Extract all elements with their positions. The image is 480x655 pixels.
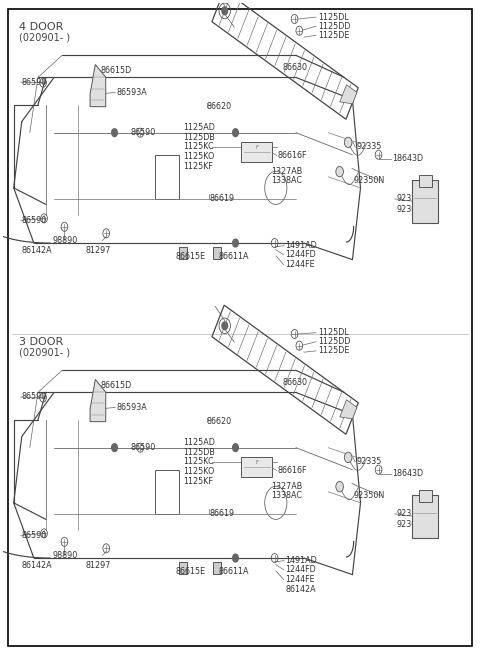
Text: F: F	[255, 460, 258, 465]
Text: 86142A: 86142A	[22, 246, 52, 255]
Text: 1244FE: 1244FE	[285, 260, 315, 269]
Text: 86593A: 86593A	[117, 88, 147, 97]
Text: F: F	[255, 145, 258, 150]
Bar	[155, 155, 179, 199]
Text: 92360A: 92360A	[396, 520, 427, 529]
Circle shape	[222, 7, 228, 14]
Text: 86142A: 86142A	[22, 561, 52, 571]
Circle shape	[233, 554, 239, 562]
Text: 86616F: 86616F	[278, 151, 308, 160]
Text: 1327AB: 1327AB	[271, 167, 302, 176]
Circle shape	[336, 166, 343, 177]
Circle shape	[112, 129, 117, 136]
Text: 86630: 86630	[283, 378, 308, 387]
Text: 86590: 86590	[22, 216, 47, 225]
Text: 98890: 98890	[53, 551, 78, 560]
Text: 1125KO: 1125KO	[183, 467, 215, 476]
Bar	[213, 247, 221, 259]
Text: 1491AD: 1491AD	[285, 556, 317, 565]
Text: 1125KF: 1125KF	[183, 477, 213, 486]
Text: 86619: 86619	[209, 195, 234, 204]
Text: 86593A: 86593A	[117, 403, 147, 412]
Text: (020901- ): (020901- )	[19, 347, 71, 357]
Circle shape	[344, 137, 352, 147]
Text: 86611A: 86611A	[219, 567, 249, 576]
Text: 18643D: 18643D	[392, 469, 423, 478]
Text: 1327AB: 1327AB	[271, 482, 302, 491]
Text: 92335: 92335	[356, 457, 382, 466]
Circle shape	[336, 481, 343, 492]
Bar	[179, 562, 187, 574]
Text: 86616F: 86616F	[278, 466, 308, 475]
Bar	[179, 247, 187, 259]
Bar	[241, 142, 272, 162]
Circle shape	[344, 452, 352, 462]
Text: 86615E: 86615E	[176, 252, 206, 261]
Text: 1125DL: 1125DL	[318, 12, 349, 22]
Text: 86590: 86590	[131, 128, 156, 137]
Text: (020901- ): (020901- )	[19, 32, 71, 42]
Text: 18643D: 18643D	[392, 154, 423, 163]
Text: 92335: 92335	[356, 142, 382, 151]
Text: 3 DOOR: 3 DOOR	[19, 337, 64, 347]
Text: 1125DB: 1125DB	[183, 448, 215, 457]
Bar	[412, 180, 438, 223]
Text: 1125AD: 1125AD	[183, 438, 215, 447]
Text: 86590: 86590	[22, 531, 47, 540]
Polygon shape	[90, 64, 106, 107]
Circle shape	[233, 239, 239, 247]
Text: 1125KF: 1125KF	[183, 162, 213, 171]
Text: 1338AC: 1338AC	[271, 176, 302, 185]
Text: 81297: 81297	[86, 246, 111, 255]
Text: 1491AD: 1491AD	[285, 241, 317, 250]
Text: 86590: 86590	[22, 77, 47, 86]
Circle shape	[233, 443, 239, 451]
Text: 1125KC: 1125KC	[183, 142, 214, 151]
Text: 1125KC: 1125KC	[183, 457, 214, 466]
Text: 1244FD: 1244FD	[285, 250, 316, 259]
Polygon shape	[340, 400, 357, 419]
Text: 1125DE: 1125DE	[318, 31, 349, 40]
Text: 81297: 81297	[86, 561, 111, 571]
Text: 98890: 98890	[53, 236, 78, 245]
Text: 92360A: 92360A	[396, 205, 427, 214]
Text: 1125DL: 1125DL	[318, 328, 349, 337]
Text: 86615E: 86615E	[176, 567, 206, 576]
Text: 86619: 86619	[209, 510, 234, 518]
Text: 92350N: 92350N	[354, 491, 385, 500]
Circle shape	[112, 443, 117, 451]
Bar	[412, 495, 438, 538]
Text: 86630: 86630	[283, 64, 308, 72]
Text: 86615D: 86615D	[100, 381, 132, 390]
Text: 86620: 86620	[207, 417, 232, 426]
Text: 86590: 86590	[22, 392, 47, 402]
Circle shape	[222, 322, 228, 329]
Text: 1125DE: 1125DE	[318, 346, 349, 356]
Polygon shape	[90, 379, 106, 422]
Text: 92350A: 92350A	[396, 510, 428, 518]
Text: 86611A: 86611A	[219, 252, 249, 261]
Text: 86590: 86590	[131, 443, 156, 452]
Text: 1125DD: 1125DD	[318, 22, 351, 31]
Text: 4 DOOR: 4 DOOR	[19, 22, 64, 33]
Text: 86142A: 86142A	[285, 585, 316, 593]
Text: 1244FE: 1244FE	[285, 575, 315, 584]
Circle shape	[233, 129, 239, 136]
Bar	[241, 457, 272, 477]
Bar	[213, 562, 221, 574]
Text: 1125AD: 1125AD	[183, 123, 215, 132]
Text: 1244FD: 1244FD	[285, 565, 316, 574]
Bar	[155, 470, 179, 514]
Bar	[419, 490, 432, 502]
Text: 86620: 86620	[207, 102, 232, 111]
Text: 1125DB: 1125DB	[183, 133, 215, 141]
Text: 92350A: 92350A	[396, 195, 428, 204]
Text: 86615D: 86615D	[100, 66, 132, 75]
Text: 92350N: 92350N	[354, 176, 385, 185]
Polygon shape	[340, 84, 357, 104]
Text: 1338AC: 1338AC	[271, 491, 302, 500]
Text: 1125KO: 1125KO	[183, 152, 215, 161]
Text: 1125DD: 1125DD	[318, 337, 351, 346]
Bar	[419, 175, 432, 187]
